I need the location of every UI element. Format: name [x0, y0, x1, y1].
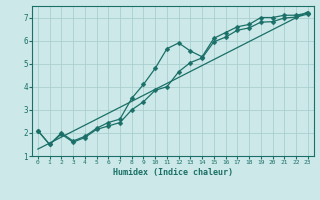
X-axis label: Humidex (Indice chaleur): Humidex (Indice chaleur): [113, 168, 233, 177]
